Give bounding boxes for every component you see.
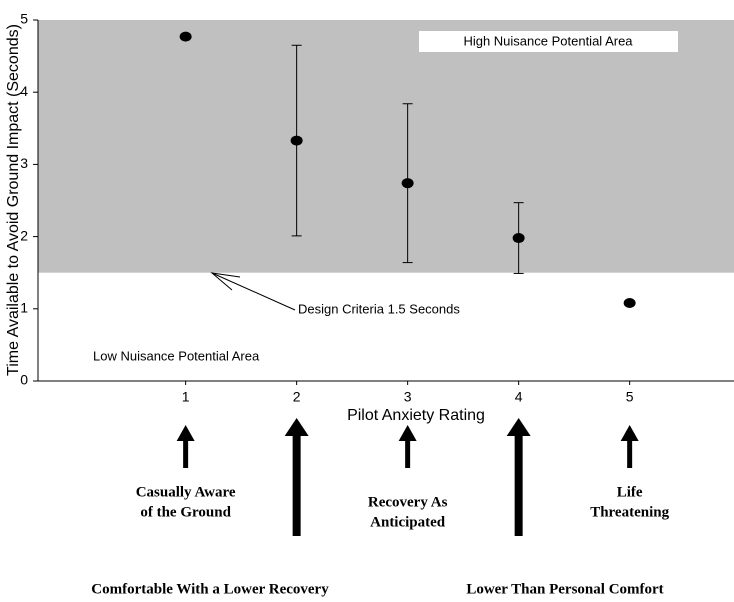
rating-arrow [176, 425, 195, 468]
rating-arrow [506, 418, 531, 536]
x-tick-label: 1 [182, 389, 190, 405]
y-tick-label: 3 [20, 155, 28, 171]
high-area [38, 20, 734, 273]
rating-description: Anticipated [370, 514, 446, 530]
rating-description: Casually Aware [136, 484, 236, 500]
point [623, 298, 636, 309]
rating-description: of the Ground [140, 504, 231, 520]
x-tick-label: 4 [515, 389, 523, 405]
rating-description: Lower Than Personal Comfort [466, 581, 663, 597]
x-tick-label: 2 [293, 389, 301, 405]
x-tick-label: 5 [626, 389, 634, 405]
label-box [419, 31, 678, 52]
rating-description: Comfortable With a Lower Recovery [91, 581, 329, 597]
y-tick-label: 2 [20, 227, 28, 243]
rating-description: Threatening [590, 504, 669, 520]
point [290, 135, 303, 146]
point [512, 233, 525, 244]
high-area-label: High Nuisance Potential Area [463, 33, 633, 48]
rating-arrow [398, 425, 417, 468]
y-tick-label: 1 [20, 300, 28, 316]
design-criteria-label: Design Criteria 1.5 Seconds [298, 301, 460, 316]
rating-arrow [284, 418, 309, 536]
x-axis-title: Pilot Anxiety Rating [347, 407, 485, 424]
plot-background [38, 20, 734, 273]
x-tick-label: 3 [404, 389, 412, 405]
y-tick-label: 5 [20, 11, 28, 27]
rating-arrow [620, 425, 639, 468]
rating-description: Life [617, 484, 643, 500]
y-tick-label: 0 [20, 372, 28, 388]
annotation-arrowhead [210, 272, 241, 291]
point [401, 178, 414, 189]
low-area-label: Low Nuisance Potential Area [93, 348, 260, 363]
annotation-line [211, 272, 296, 311]
y-axis-title: Time Available to Avoid Ground Impact (S… [5, 24, 22, 376]
y-tick-label: 4 [20, 83, 28, 99]
point [179, 31, 192, 42]
rating-description: Recovery As [368, 494, 448, 510]
